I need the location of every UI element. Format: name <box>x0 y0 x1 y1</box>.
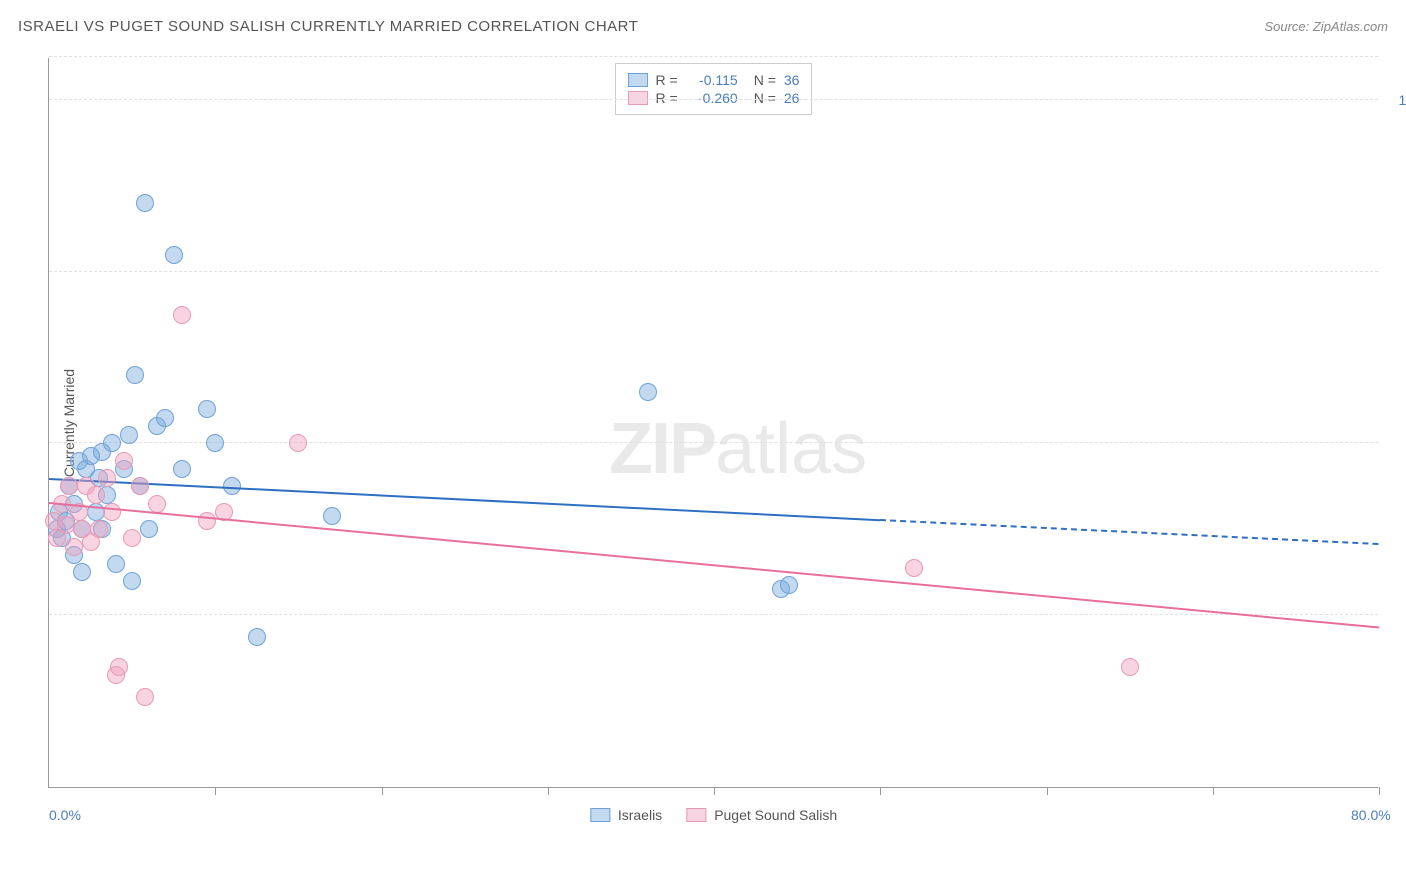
scatter-point <box>103 503 121 521</box>
legend-swatch <box>590 808 610 822</box>
title-bar: ISRAELI VS PUGET SOUND SALISH CURRENTLY … <box>18 18 1388 35</box>
gridline <box>49 442 1378 443</box>
legend-item: Israelis <box>590 807 662 823</box>
chart-title: ISRAELI VS PUGET SOUND SALISH CURRENTLY … <box>18 18 638 35</box>
watermark: ZIPatlas <box>609 408 867 490</box>
legend-item: Puget Sound Salish <box>686 807 837 823</box>
scatter-point <box>60 477 78 495</box>
x-tick <box>1379 787 1380 795</box>
scatter-point <box>289 434 307 452</box>
stats-legend: R =-0.115N =36R =-0.260N =26 <box>615 63 813 115</box>
r-label: R = <box>656 72 678 88</box>
n-label: N = <box>754 72 776 88</box>
scatter-point <box>248 628 266 646</box>
watermark-atlas: atlas <box>715 409 867 489</box>
gridline <box>49 56 1378 57</box>
scatter-point <box>148 495 166 513</box>
scatter-point <box>123 529 141 547</box>
x-tick <box>880 787 881 795</box>
scatter-point <box>140 520 158 538</box>
trend-line <box>49 502 1379 629</box>
x-tick <box>548 787 549 795</box>
scatter-point <box>173 306 191 324</box>
scatter-point <box>173 460 191 478</box>
scatter-point <box>323 507 341 525</box>
scatter-point <box>165 246 183 264</box>
scatter-point <box>87 486 105 504</box>
scatter-point <box>136 688 154 706</box>
scatter-point <box>123 572 141 590</box>
scatter-point <box>103 434 121 452</box>
scatter-point <box>120 426 138 444</box>
x-tick <box>382 787 383 795</box>
legend-swatch <box>628 73 648 87</box>
scatter-point <box>98 469 116 487</box>
scatter-point <box>136 194 154 212</box>
scatter-point <box>198 512 216 530</box>
chart-container: ISRAELI VS PUGET SOUND SALISH CURRENTLY … <box>0 0 1406 892</box>
legend-label: Israelis <box>618 807 662 823</box>
watermark-zip: ZIP <box>609 409 715 489</box>
scatter-point <box>115 452 133 470</box>
x-tick <box>714 787 715 795</box>
y-tick-label: 100.0% <box>1399 92 1406 108</box>
stats-legend-row: R = -0.115 N = 36 <box>628 72 800 88</box>
scatter-point <box>110 658 128 676</box>
scatter-point <box>206 434 224 452</box>
scatter-point <box>65 538 83 556</box>
legend-label: Puget Sound Salish <box>714 807 837 823</box>
trend-line-dashed <box>880 519 1379 545</box>
scatter-point <box>73 563 91 581</box>
x-tick <box>1047 787 1048 795</box>
legend-swatch <box>686 808 706 822</box>
x-tick <box>1213 787 1214 795</box>
gridline <box>49 99 1378 100</box>
scatter-point <box>156 409 174 427</box>
scatter-point <box>131 477 149 495</box>
gridline <box>49 614 1378 615</box>
r-value: -0.115 <box>686 72 738 88</box>
chart-plot-area: Currently Married ZIPatlas R =-0.115N =3… <box>48 58 1378 788</box>
series-legend: Israelis Puget Sound Salish <box>590 807 837 823</box>
chart-source: Source: ZipAtlas.com <box>1264 19 1388 34</box>
scatter-point <box>107 555 125 573</box>
x-axis-label: 80.0% <box>1351 807 1391 823</box>
scatter-point <box>126 366 144 384</box>
n-value: 36 <box>784 72 800 88</box>
scatter-point <box>198 400 216 418</box>
scatter-point <box>780 576 798 594</box>
x-axis-label: 0.0% <box>49 807 81 823</box>
scatter-point <box>90 520 108 538</box>
x-tick <box>215 787 216 795</box>
scatter-point <box>905 559 923 577</box>
scatter-point <box>639 383 657 401</box>
gridline <box>49 271 1378 272</box>
scatter-point <box>1121 658 1139 676</box>
